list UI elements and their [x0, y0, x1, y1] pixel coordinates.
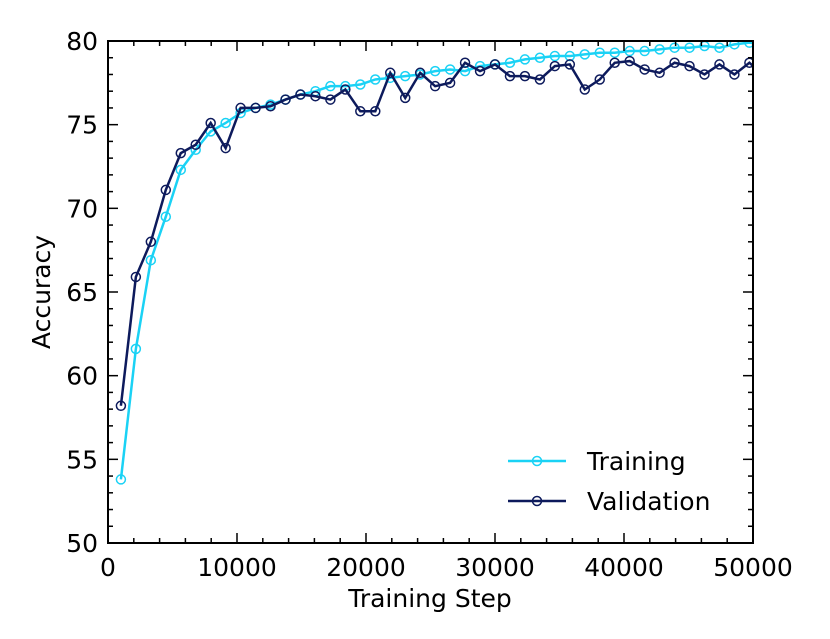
y-tick-label: 60 [66, 362, 98, 391]
data-point [325, 80, 336, 92]
data-point [160, 211, 172, 222]
data-point [654, 67, 665, 79]
y-tick-label: 55 [66, 445, 98, 474]
data-point [669, 42, 680, 53]
x-tick-label: 10000 [197, 553, 277, 582]
data-point [729, 41, 740, 50]
x-tick-label: 20000 [326, 553, 406, 582]
y-axis-label: Accuracy [27, 235, 56, 349]
data-point [459, 57, 471, 69]
series-line [119, 59, 753, 406]
data-point [504, 57, 516, 69]
data-point [340, 84, 351, 95]
data-point [370, 74, 381, 85]
data-point [534, 52, 546, 63]
data-point [115, 474, 127, 485]
data-point [220, 142, 231, 154]
data-point [684, 42, 695, 53]
legend-label-validation: Validation [587, 487, 710, 516]
legend: Training Validation [508, 447, 710, 516]
data-point [714, 42, 725, 53]
data-point [474, 65, 486, 77]
data-point [760, 40, 769, 49]
legend-label-training: Training [586, 447, 686, 476]
y-tick-label: 50 [66, 529, 98, 558]
data-point [684, 60, 695, 72]
data-point [624, 45, 635, 57]
data-point [145, 236, 157, 248]
data-point [519, 70, 531, 82]
data-point [594, 74, 605, 85]
legend-marker-training [531, 455, 543, 467]
data-point [564, 59, 576, 70]
y-tick-label: 80 [66, 27, 98, 56]
data-point [444, 64, 456, 75]
data-point [699, 69, 710, 80]
data-point [579, 84, 591, 95]
data-point [399, 92, 411, 104]
data-point [549, 50, 561, 62]
data-point [429, 80, 441, 92]
x-tick-label: 0 [100, 553, 116, 582]
data-point [414, 67, 426, 79]
data-point [295, 89, 306, 100]
data-point [519, 54, 531, 65]
data-point [504, 70, 516, 82]
data-point [130, 343, 142, 355]
data-point [594, 47, 605, 58]
series-line [119, 41, 753, 480]
data-point [310, 90, 321, 102]
data-point [355, 106, 366, 117]
data-point [609, 47, 620, 58]
data-point [235, 102, 246, 114]
data-point [654, 44, 665, 55]
x-axis-label: Training Step [347, 584, 512, 613]
data-point [534, 74, 546, 85]
data-point [265, 101, 276, 112]
x-tick-label: 30000 [455, 553, 535, 582]
data-point [250, 102, 261, 114]
data-point [355, 79, 366, 90]
data-point [624, 55, 635, 67]
data-point [714, 59, 725, 70]
data-point [489, 59, 501, 70]
data-point [175, 147, 187, 159]
data-point [175, 164, 187, 176]
x-tick-label: 50000 [713, 553, 793, 582]
y-tick-label: 70 [66, 194, 98, 223]
series-training [115, 40, 769, 485]
data-point [205, 117, 216, 129]
data-point [190, 139, 201, 150]
data-point [669, 57, 680, 69]
data-point [370, 106, 381, 117]
data-point [115, 400, 127, 412]
data-point [429, 65, 441, 77]
data-point [160, 184, 172, 196]
x-tick-label: 40000 [584, 553, 664, 582]
data-point [399, 70, 411, 82]
data-point [609, 57, 620, 69]
data-point [130, 271, 142, 283]
data-point [549, 60, 561, 72]
data-point [280, 94, 291, 105]
data-point [220, 117, 231, 129]
y-tick-label: 75 [66, 111, 98, 140]
data-point [729, 69, 740, 80]
series-validation [115, 55, 769, 412]
data-point [444, 77, 456, 89]
data-point [145, 254, 157, 266]
data-point [385, 67, 396, 79]
data-point [639, 45, 650, 57]
legend-marker-validation [531, 495, 543, 507]
data-point [760, 72, 769, 81]
data-point [639, 64, 650, 75]
y-tick-label: 65 [66, 278, 98, 307]
data-point [325, 94, 336, 105]
data-point [744, 41, 753, 48]
data-point [579, 49, 591, 60]
